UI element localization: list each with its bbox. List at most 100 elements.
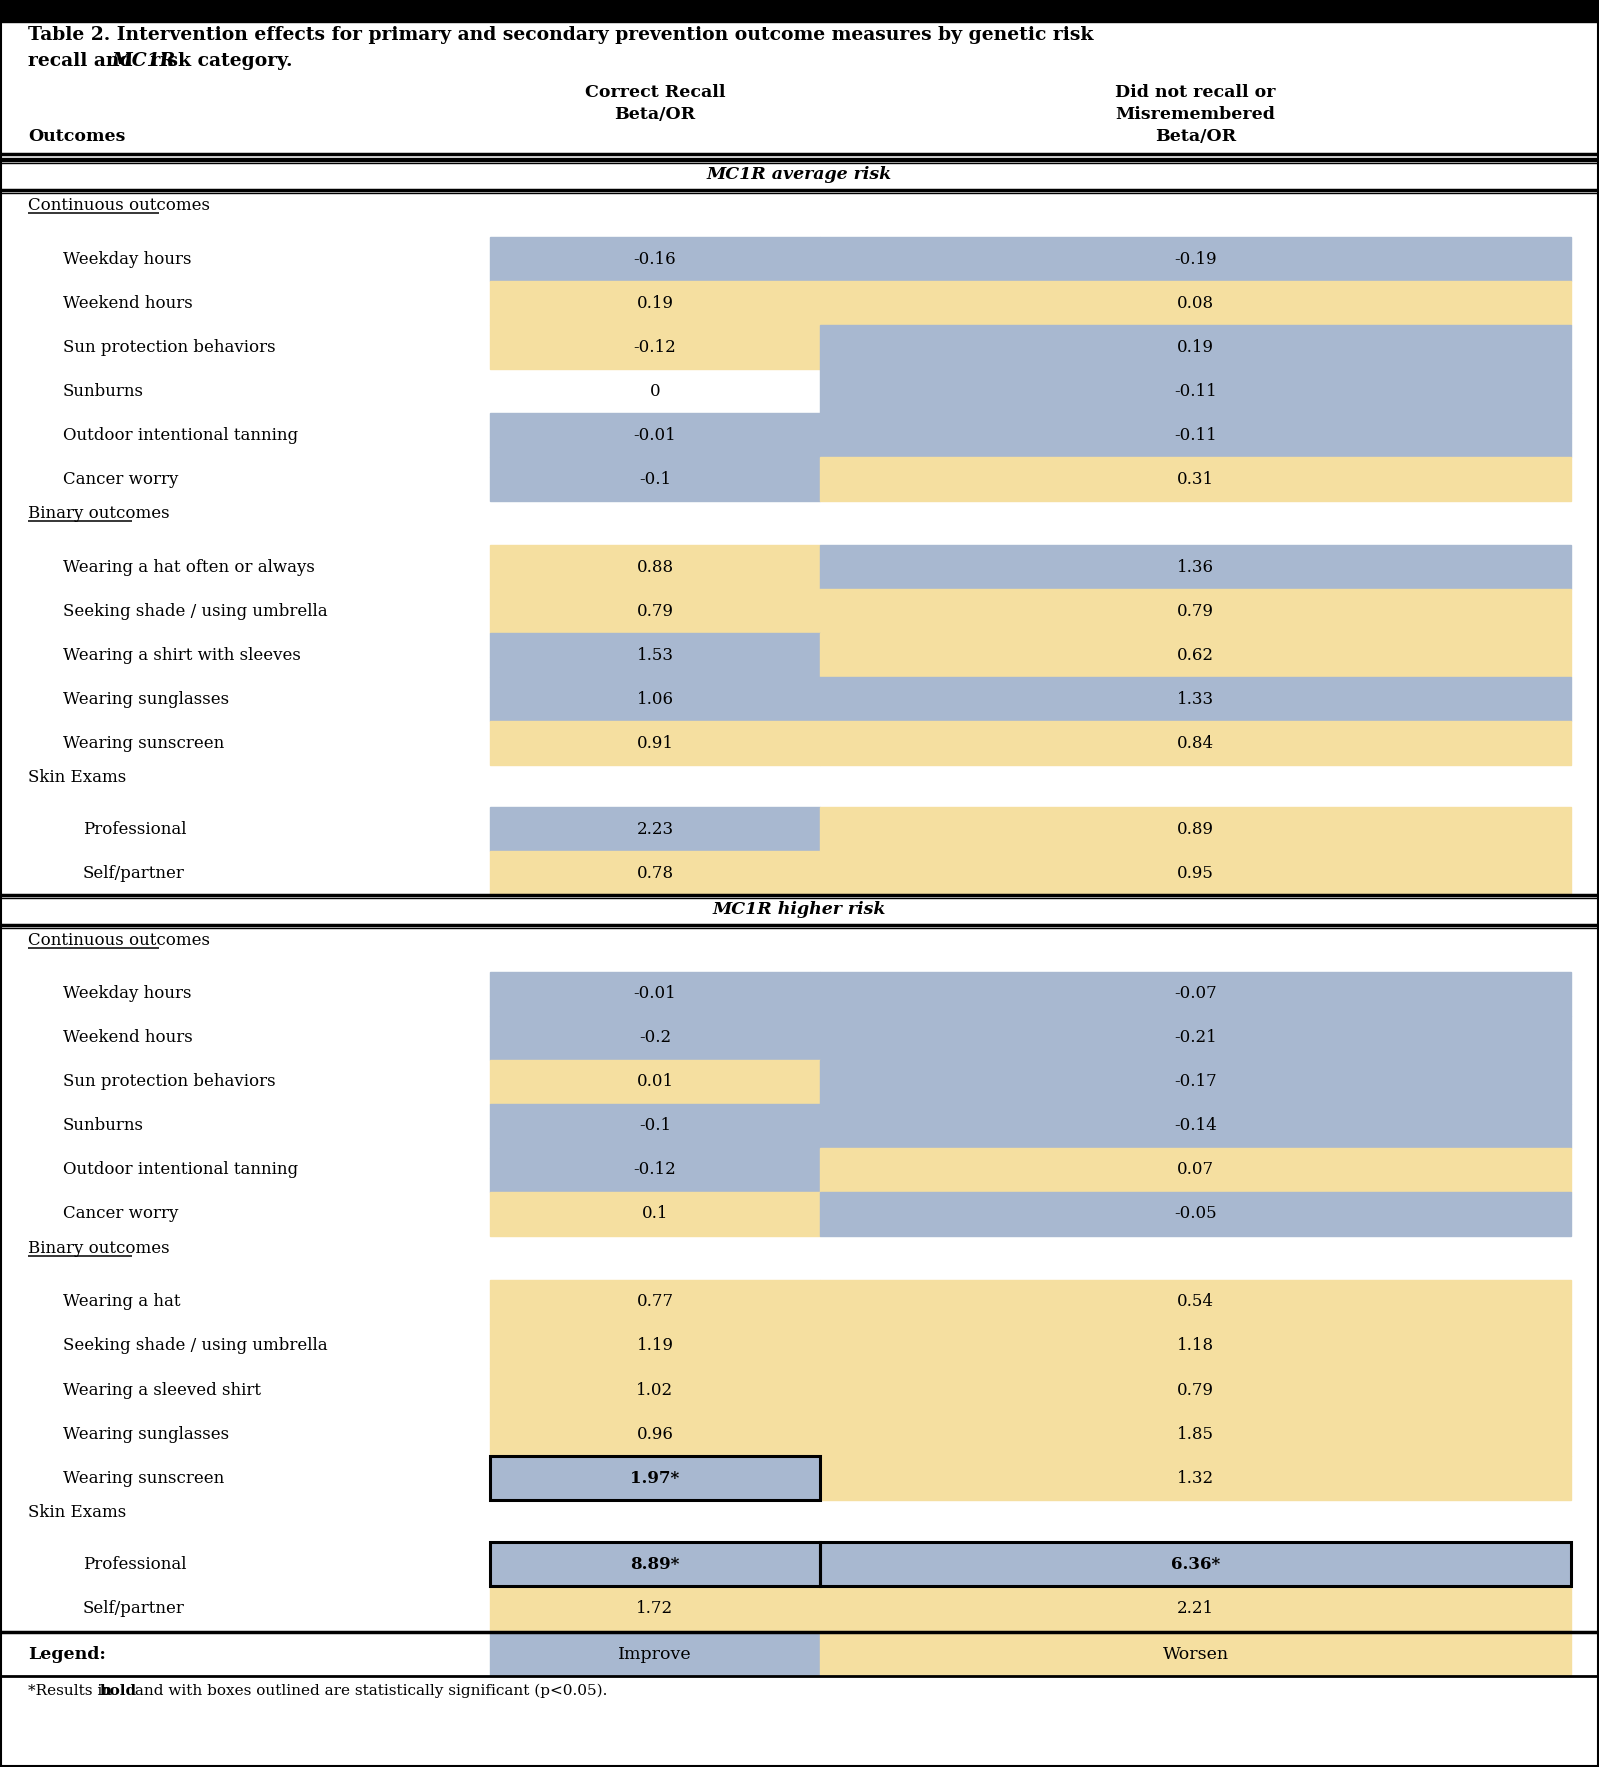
Text: -0.11: -0.11 <box>1174 426 1217 444</box>
Bar <box>820 721 1570 765</box>
Text: 0.1: 0.1 <box>641 1205 668 1223</box>
Text: 2.23: 2.23 <box>636 820 673 838</box>
Bar <box>820 413 1570 458</box>
Text: 1.36: 1.36 <box>1177 558 1214 576</box>
Text: Improve: Improve <box>619 1645 692 1663</box>
Text: Wearing a hat often or always: Wearing a hat often or always <box>62 558 315 576</box>
Bar <box>820 325 1570 369</box>
Text: -0.21: -0.21 <box>1174 1030 1217 1046</box>
Text: 0.79: 0.79 <box>1177 1382 1214 1398</box>
Bar <box>489 1279 820 1323</box>
Text: 0.79: 0.79 <box>1177 603 1214 620</box>
Bar <box>489 1368 820 1412</box>
Text: -0.2: -0.2 <box>640 1030 672 1046</box>
Text: Wearing sunglasses: Wearing sunglasses <box>62 1426 229 1442</box>
Text: Wearing sunglasses: Wearing sunglasses <box>62 691 229 707</box>
Text: -0.1: -0.1 <box>640 1117 672 1134</box>
Text: 2.21: 2.21 <box>1177 1599 1214 1617</box>
Bar <box>820 458 1570 502</box>
Text: Wearing a sleeved shirt: Wearing a sleeved shirt <box>62 1382 261 1398</box>
Text: 0.88: 0.88 <box>636 558 673 576</box>
Text: 0.31: 0.31 <box>1177 470 1214 488</box>
Bar <box>820 1149 1570 1193</box>
Bar <box>820 677 1570 721</box>
Bar <box>489 458 820 502</box>
Text: 0.91: 0.91 <box>636 735 673 751</box>
Text: Skin Exams: Skin Exams <box>29 769 126 786</box>
Bar <box>820 972 1570 1016</box>
Bar <box>489 1149 820 1193</box>
Text: Continuous outcomes: Continuous outcomes <box>29 931 209 949</box>
Bar <box>820 1104 1570 1149</box>
Text: Beta/OR: Beta/OR <box>1154 127 1236 145</box>
Bar <box>489 972 820 1016</box>
Bar <box>820 281 1570 325</box>
Text: 1.32: 1.32 <box>1177 1470 1214 1486</box>
Bar <box>489 325 820 369</box>
Bar <box>820 1323 1570 1368</box>
Bar <box>820 1060 1570 1104</box>
Text: Legend:: Legend: <box>29 1645 106 1663</box>
Bar <box>820 1412 1570 1456</box>
Bar <box>489 544 820 588</box>
Text: Misremembered: Misremembered <box>1116 106 1276 124</box>
Text: 0.19: 0.19 <box>636 295 673 311</box>
Bar <box>820 1279 1570 1323</box>
Text: -0.11: -0.11 <box>1174 382 1217 399</box>
Text: 1.33: 1.33 <box>1177 691 1214 707</box>
Bar <box>820 1543 1570 1587</box>
Bar <box>489 1016 820 1060</box>
Bar <box>489 1412 820 1456</box>
Text: 1.72: 1.72 <box>636 1599 673 1617</box>
Bar <box>820 588 1570 633</box>
Text: 0.19: 0.19 <box>1177 339 1214 355</box>
Text: Skin Exams: Skin Exams <box>29 1504 126 1521</box>
Text: Self/partner: Self/partner <box>83 1599 185 1617</box>
Bar <box>820 1587 1570 1629</box>
Bar <box>489 852 820 896</box>
Text: Seeking shade / using umbrella: Seeking shade / using umbrella <box>62 603 328 620</box>
Text: -0.14: -0.14 <box>1174 1117 1217 1134</box>
Bar <box>820 808 1570 852</box>
Bar <box>820 237 1570 281</box>
Bar <box>489 1633 820 1677</box>
Text: Professional: Professional <box>83 820 187 838</box>
Text: 1.02: 1.02 <box>636 1382 673 1398</box>
Text: 1.85: 1.85 <box>1177 1426 1214 1442</box>
Text: -0.12: -0.12 <box>633 339 676 355</box>
Text: 1.18: 1.18 <box>1177 1338 1214 1355</box>
Text: 0.77: 0.77 <box>636 1293 673 1311</box>
Text: 0.84: 0.84 <box>1177 735 1214 751</box>
Text: 0.07: 0.07 <box>1177 1161 1214 1179</box>
Text: Outdoor intentional tanning: Outdoor intentional tanning <box>62 1161 297 1179</box>
Text: risk category.: risk category. <box>144 51 293 71</box>
Text: -0.05: -0.05 <box>1174 1205 1217 1223</box>
Text: Wearing a shirt with sleeves: Wearing a shirt with sleeves <box>62 647 301 663</box>
Bar <box>489 1104 820 1149</box>
Bar <box>489 1543 820 1587</box>
Bar <box>820 1456 1570 1500</box>
Text: -0.16: -0.16 <box>633 251 676 267</box>
Text: Outdoor intentional tanning: Outdoor intentional tanning <box>62 426 297 444</box>
Text: Sun protection behaviors: Sun protection behaviors <box>62 339 275 355</box>
Text: MC1R average risk: MC1R average risk <box>707 166 892 184</box>
Bar <box>489 237 820 281</box>
Text: *Results in: *Results in <box>29 1684 117 1698</box>
Text: 0.79: 0.79 <box>636 603 673 620</box>
Text: Sunburns: Sunburns <box>62 382 144 399</box>
Bar <box>489 1456 820 1500</box>
Bar <box>820 544 1570 588</box>
Text: Weekday hours: Weekday hours <box>62 251 192 267</box>
Text: Outcomes: Outcomes <box>29 127 125 145</box>
Bar <box>820 1368 1570 1412</box>
Bar <box>820 1016 1570 1060</box>
Bar <box>820 852 1570 896</box>
Text: 0.54: 0.54 <box>1177 1293 1214 1311</box>
Text: 0.78: 0.78 <box>636 864 673 882</box>
Text: Cancer worry: Cancer worry <box>62 470 179 488</box>
Text: 0.96: 0.96 <box>636 1426 673 1442</box>
Text: Sunburns: Sunburns <box>62 1117 144 1134</box>
Text: 1.53: 1.53 <box>636 647 673 663</box>
Text: Professional: Professional <box>83 1555 187 1573</box>
Text: -0.19: -0.19 <box>1174 251 1217 267</box>
